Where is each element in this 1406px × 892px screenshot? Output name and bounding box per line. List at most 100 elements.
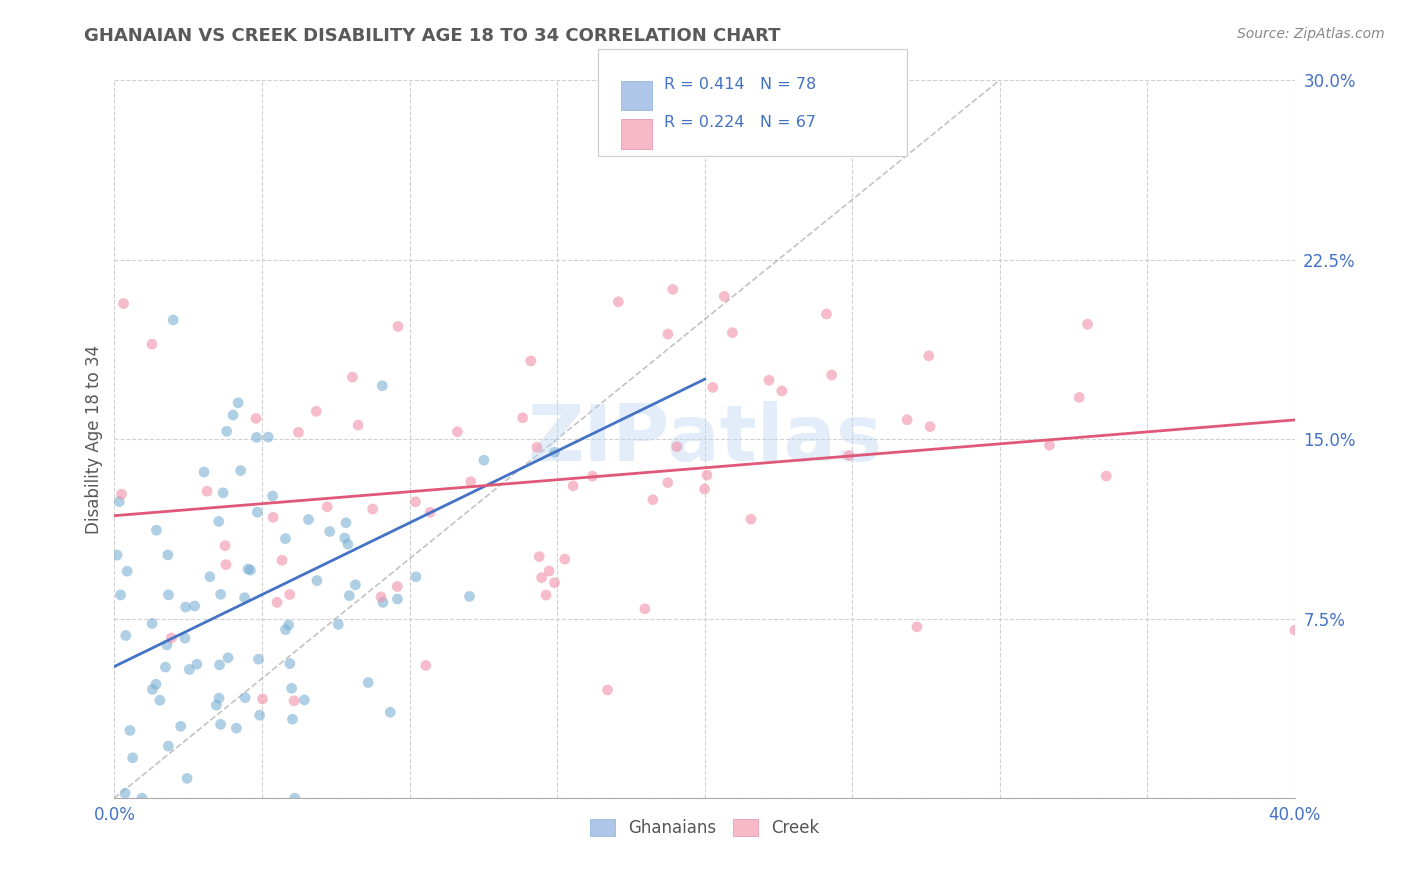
Point: [770, 384, 793, 398]
Point: [141, 337, 163, 351]
Legend: Ghanaians, Creek: Ghanaians, Creek: [583, 813, 827, 844]
Point: [212, 485, 235, 500]
Point: [160, 631, 183, 645]
Point: [316, 500, 339, 514]
Point: [305, 574, 328, 588]
Point: [225, 721, 247, 735]
Point: [115, 564, 138, 578]
Point: [838, 449, 860, 463]
Point: [176, 772, 198, 786]
Point: [543, 445, 565, 459]
Point: [665, 440, 688, 454]
Point: [920, 419, 942, 434]
Point: [118, 723, 141, 738]
Point: [1038, 438, 1060, 452]
Point: [896, 413, 918, 427]
Point: [186, 657, 208, 672]
Text: ZIPatlas: ZIPatlas: [527, 401, 882, 477]
Point: [149, 693, 172, 707]
Point: [233, 690, 256, 705]
Point: [1077, 317, 1099, 331]
Point: [305, 404, 328, 418]
Point: [661, 282, 683, 296]
Point: [740, 512, 762, 526]
Point: [121, 751, 143, 765]
Point: [280, 681, 302, 696]
Point: [534, 588, 557, 602]
Point: [183, 599, 205, 613]
Text: R = 0.224   N = 67: R = 0.224 N = 67: [664, 115, 815, 129]
Point: [271, 553, 294, 567]
Point: [581, 469, 603, 483]
Point: [236, 562, 259, 576]
Point: [233, 591, 256, 605]
Point: [1284, 623, 1306, 637]
Point: [347, 418, 370, 433]
Point: [245, 411, 267, 425]
Point: [530, 571, 553, 585]
Point: [157, 588, 180, 602]
Point: [114, 628, 136, 642]
Point: [141, 616, 163, 631]
Point: [249, 708, 271, 723]
Point: [554, 552, 576, 566]
Point: [110, 487, 132, 501]
Point: [284, 791, 307, 805]
Point: [245, 430, 267, 444]
Point: [472, 453, 495, 467]
Text: GHANAIAN VS CREEK DISABILITY AGE 18 TO 34 CORRELATION CHART: GHANAIAN VS CREEK DISABILITY AGE 18 TO 3…: [84, 27, 780, 45]
Point: [266, 595, 288, 609]
Point: [105, 548, 128, 562]
Point: [198, 570, 221, 584]
Point: [529, 549, 551, 564]
Point: [543, 575, 565, 590]
Point: [696, 468, 718, 483]
Point: [335, 516, 357, 530]
Point: [274, 532, 297, 546]
Point: [641, 492, 664, 507]
Text: R = 0.414   N = 78: R = 0.414 N = 78: [664, 78, 815, 93]
Point: [209, 717, 232, 731]
Point: [370, 590, 392, 604]
Point: [262, 510, 284, 524]
Point: [162, 313, 184, 327]
Point: [918, 349, 941, 363]
Point: [287, 425, 309, 440]
Point: [278, 657, 301, 671]
Point: [195, 484, 218, 499]
Point: [405, 495, 427, 509]
Point: [297, 512, 319, 526]
Point: [156, 638, 179, 652]
Point: [607, 294, 630, 309]
Point: [208, 657, 231, 672]
Point: [1069, 391, 1091, 405]
Point: [458, 590, 481, 604]
Point: [257, 430, 280, 444]
Point: [328, 617, 350, 632]
Point: [821, 368, 844, 382]
Point: [344, 578, 367, 592]
Point: [634, 601, 657, 615]
Point: [157, 739, 180, 753]
Point: [415, 658, 437, 673]
Point: [247, 652, 270, 666]
Point: [246, 505, 269, 519]
Point: [174, 600, 197, 615]
Point: [405, 570, 427, 584]
Point: [262, 489, 284, 503]
Point: [278, 587, 301, 601]
Point: [1095, 469, 1118, 483]
Point: [657, 475, 679, 490]
Point: [512, 410, 534, 425]
Point: [905, 620, 928, 634]
Point: [336, 537, 359, 551]
Point: [145, 523, 167, 537]
Point: [419, 505, 441, 519]
Point: [108, 494, 131, 508]
Point: [281, 712, 304, 726]
Point: [380, 705, 402, 719]
Point: [357, 675, 380, 690]
Point: [145, 677, 167, 691]
Point: [758, 373, 780, 387]
Point: [222, 408, 245, 422]
